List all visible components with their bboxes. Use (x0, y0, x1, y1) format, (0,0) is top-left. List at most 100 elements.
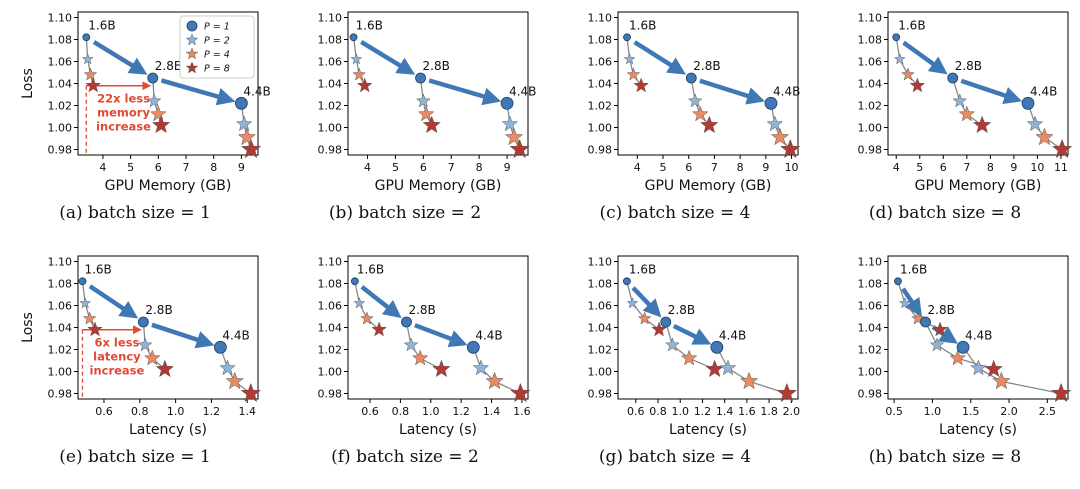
model-path (419, 77, 433, 126)
point-p1-circle (710, 340, 724, 354)
point-p1-circle (622, 277, 631, 286)
model-label: 1.6B (629, 262, 656, 276)
point-star-p4 (417, 105, 435, 122)
legend-marker-star (185, 61, 199, 74)
panel-caption: (c) batch size = 4 (599, 203, 751, 223)
y-tick-label: 1.02 (48, 344, 73, 357)
point-star-p4 (411, 349, 429, 366)
point-star-p8 (776, 382, 798, 403)
x-axis-label: GPU Memory (GB) (915, 178, 1042, 194)
point-star-p8 (1051, 138, 1073, 159)
point-star-p8 (932, 321, 948, 337)
model-label: 1.6B (898, 18, 925, 32)
annotation-text: increase (96, 120, 151, 134)
chart-panel: 0.98 1.00 1.02 1.04 1.06 1.08 1.10 0.5 1.0 1.5 2.0… (858, 255, 1072, 438)
point-star-p4 (82, 311, 97, 325)
x-tick-label: 5 (127, 161, 134, 174)
x-tick-label: 8 (737, 161, 744, 174)
chart-panel: 0.98 1.00 1.02 1.04 1.06 1.08 1.10 4 5 6 7 8 9 10 GPU … (588, 11, 801, 194)
scaling-arrow (92, 40, 148, 75)
y-tick-label: 1.04 (48, 78, 73, 91)
y-tick-label: 1.02 (318, 100, 343, 113)
point-star-p8 (700, 115, 719, 134)
y-tick-label: 1.00 (588, 122, 613, 135)
point-p1-circle (78, 277, 87, 286)
x-tick-label: 6 (940, 161, 947, 174)
x-tick-label: 1.4 (239, 405, 257, 418)
x-tick-label: 1.2 (452, 405, 470, 418)
point-star-p8 (633, 77, 649, 93)
y-tick-label: 1.00 (318, 366, 343, 379)
point-star-p2 (146, 93, 162, 108)
y-tick-label: 1.02 (588, 344, 613, 357)
point-star-p8 (155, 359, 175, 378)
y-tick-label: 0.98 (318, 388, 343, 401)
model-path (142, 321, 166, 370)
x-tick-label: 8 (476, 161, 483, 174)
panel-caption: (e) batch size = 1 (59, 447, 211, 467)
scaling-arrow (901, 287, 923, 317)
x-tick-label: 0.5 (885, 405, 903, 418)
point-star-p2 (79, 297, 92, 309)
scaling-arrow (360, 40, 416, 75)
model-path (665, 321, 715, 370)
x-tick-label: 1.5 (962, 405, 980, 418)
point-star-p2 (137, 337, 153, 352)
point-star-p4 (83, 67, 98, 81)
point-star-p4 (360, 311, 374, 325)
point-star-p2 (623, 53, 636, 65)
y-tick-label: 1.04 (588, 78, 613, 91)
x-tick-label: 8 (210, 161, 217, 174)
point-star-p4 (739, 371, 759, 390)
x-tick-label: 9 (762, 161, 769, 174)
y-tick-label: 1.08 (588, 34, 613, 47)
point-star-p2 (350, 53, 363, 65)
point-star-p8 (240, 138, 262, 159)
scaling-arrow (151, 322, 215, 349)
y-tick-label: 1.02 (48, 100, 73, 113)
scaling-arrow (414, 323, 468, 348)
point-star-p2 (970, 359, 987, 376)
point-star-p4 (237, 127, 257, 146)
x-tick-label: 9 (1010, 161, 1017, 174)
x-tick-label: 5 (660, 161, 667, 174)
model-label: 2.8B (423, 59, 450, 73)
y-tick-label: 1.10 (588, 256, 613, 269)
point-star-p8 (85, 77, 102, 93)
point-star-p2 (687, 93, 703, 108)
scaling-arrow (88, 284, 139, 319)
point-star-p8 (510, 382, 531, 403)
x-axis-label: Latency (s) (129, 422, 207, 438)
model-label: 2.8B (668, 303, 695, 317)
panel-caption: (g) batch size = 4 (598, 447, 752, 467)
x-tick-label: 7 (711, 161, 718, 174)
y-tick-label: 0.98 (318, 144, 343, 157)
point-p1-circle (350, 277, 359, 286)
y-tick-label: 1.10 (858, 12, 883, 25)
x-tick-label: 2.0 (783, 405, 801, 418)
point-p1-circle (892, 33, 901, 42)
scaling-arrow (360, 285, 402, 319)
point-p1-circle (137, 316, 149, 328)
y-tick-label: 1.08 (318, 278, 343, 291)
model-label: 4.4B (719, 328, 746, 342)
y-tick-label: 1.02 (588, 100, 613, 113)
y-tick-label: 1.02 (858, 100, 883, 113)
y-tick-label: 1.06 (48, 300, 73, 313)
point-p1-circle (415, 72, 426, 84)
model-path (352, 37, 366, 86)
legend-label: P = 8 (204, 64, 230, 75)
y-tick-label: 1.06 (858, 56, 883, 69)
x-axis-label: GPU Memory (GB) (375, 178, 502, 194)
y-tick-label: 1.06 (318, 300, 343, 313)
y-axis-label: Loss (20, 68, 36, 99)
point-star-p4 (485, 371, 504, 390)
x-tick-label: 1.0 (167, 405, 185, 418)
model-label: 2.8B (955, 59, 982, 73)
y-tick-label: 0.98 (588, 388, 613, 401)
x-axis-label: Latency (s) (399, 422, 477, 438)
y-tick-label: 1.06 (588, 56, 613, 69)
x-tick-label: 1.6 (513, 405, 531, 418)
